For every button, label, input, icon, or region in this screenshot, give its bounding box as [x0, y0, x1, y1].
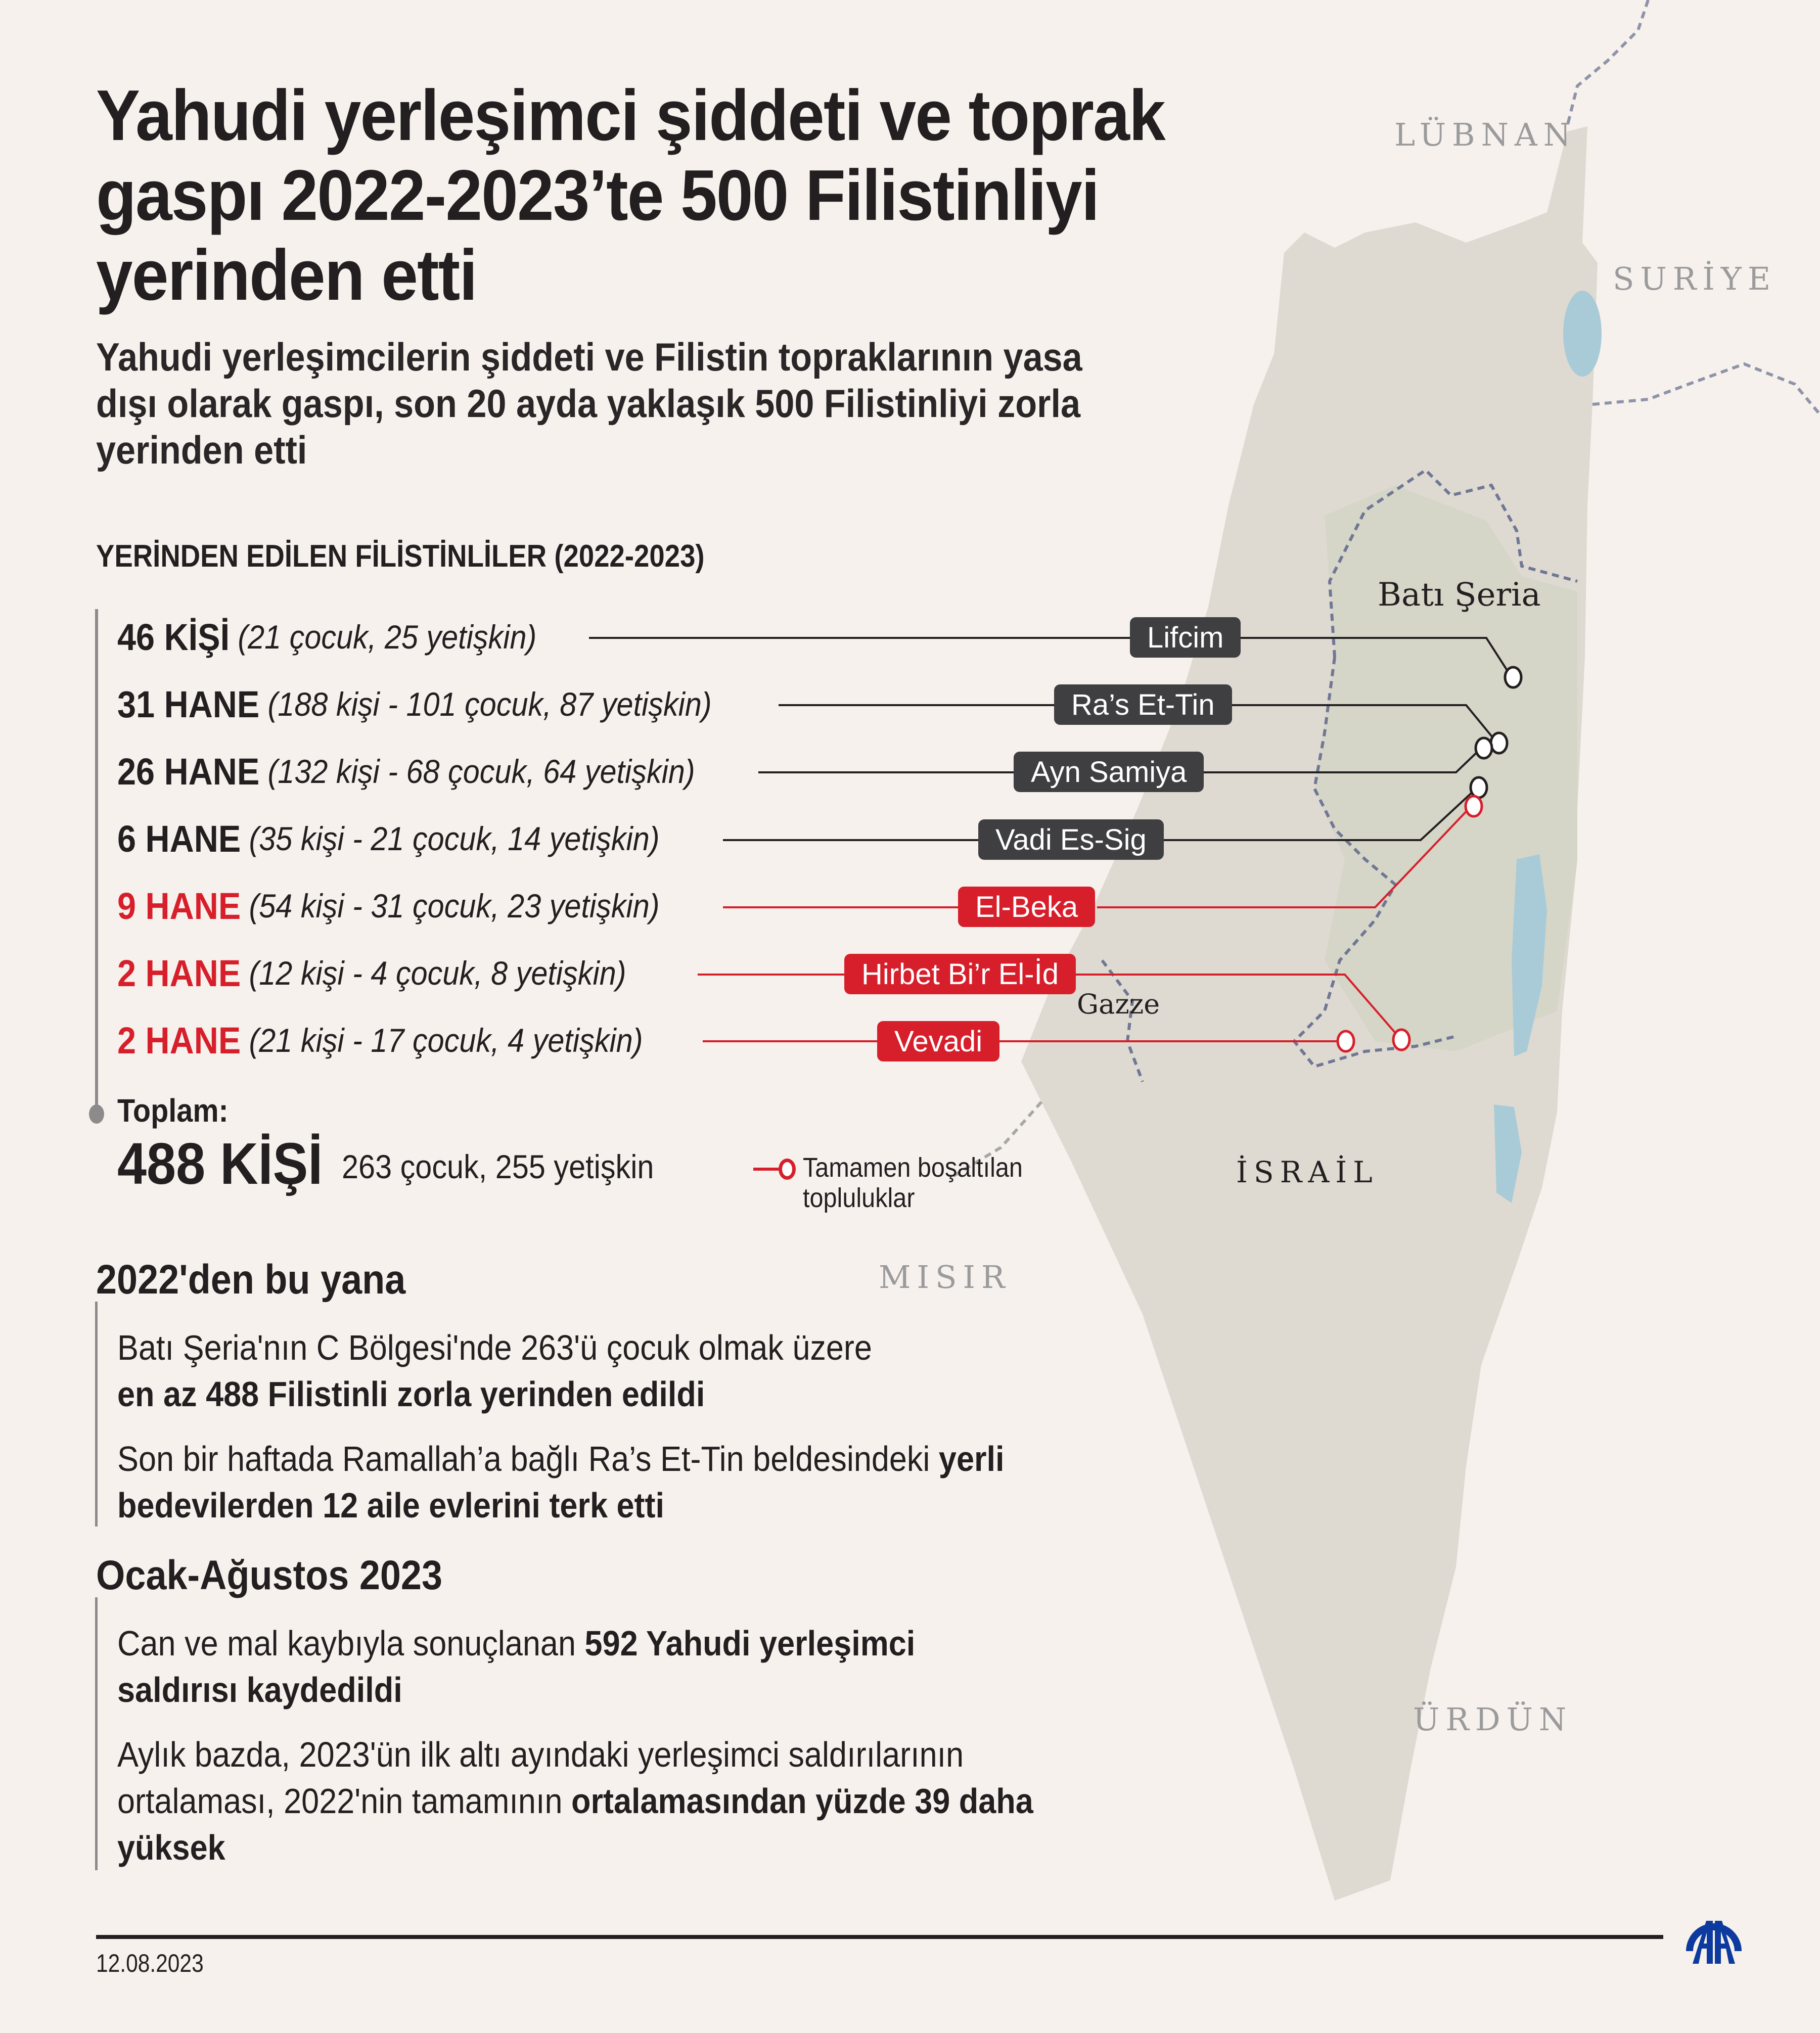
place-label-vadi-es-sig: Vadi Es-Sig	[978, 819, 1164, 860]
page-subtitle: Yahudi yerleşimcilerin şiddeti ve Filist…	[96, 335, 1082, 472]
row-count: 2 HANE	[117, 952, 241, 994]
region-label-israel: İSRAİL	[1236, 1155, 1379, 1189]
region-label-west-bank: Batı Şeria	[1378, 576, 1541, 614]
leader-ayn-samiya	[1198, 747, 1482, 773]
leader-hirbet	[1067, 974, 1401, 1040]
row-detail: (21 kişi - 17 çocuk, 4 yetişkin)	[249, 1022, 643, 1059]
place-label-lifcim: Lifcim	[1130, 617, 1241, 658]
displaced-row: 31 HANE (188 kişi - 101 çocuk, 87 yetişk…	[117, 681, 712, 727]
region-label-gaza: Gazze	[1077, 988, 1160, 1020]
row-count: 6 HANE	[117, 817, 241, 860]
text-normal: Can ve mal kaybıyla sonuçlanan	[117, 1624, 585, 1663]
marker-ayn-samiya	[1474, 736, 1493, 760]
border-west-bank	[1328, 468, 1578, 658]
displaced-row: 2 HANE (12 kişi - 4 çocuk, 8 yetişkin)	[117, 950, 626, 996]
paragraph-2023-2: Aylık bazda, 2023'ün ilk altı ayındaki y…	[117, 1731, 1096, 1871]
legend-line	[753, 1168, 779, 1171]
country-label-jordan: ÜRDÜN	[1413, 1701, 1573, 1738]
sea-of-galilee	[1563, 291, 1602, 377]
row-detail: (54 kişi - 31 çocuk, 23 yetişkin)	[249, 887, 660, 925]
text-bold: 592 Yahudi yerleşimci saldırısı kaydedil…	[117, 1624, 916, 1709]
row-detail: (12 kişi - 4 çocuk, 8 yetişkin)	[249, 954, 626, 992]
paragraph-since-2022-2: Son bir haftada Ramallah’a bağlı Ra’s Et…	[117, 1436, 1073, 1529]
legend: Tamamen boşaltılan topluluklar	[753, 1152, 1066, 1213]
leader-lifcim	[1223, 637, 1513, 678]
connector-line	[779, 704, 1062, 706]
text-normal: Aylık bazda, 2023'ün ilk altı ayındaki y…	[117, 1735, 964, 1821]
row-detail: (21 çocuk, 25 yetişkin)	[238, 618, 537, 656]
row-count: 31 HANE	[117, 683, 260, 725]
displaced-row: 26 HANE (132 kişi - 68 çocuk, 64 yetişki…	[117, 749, 695, 794]
text-bold: ortalamasından yüzde 39 daha yüksek	[117, 1781, 1033, 1867]
aa-logo-icon	[1686, 1921, 1742, 1964]
paragraph-since-2022-1: Batı Şeria'nın C Bölgesi'nde 263'ü çocuk…	[117, 1324, 1073, 1417]
border-lebanon	[1566, 0, 1650, 127]
marker-vevadi	[1336, 1030, 1355, 1053]
displaced-row: 46 KİŞİ (21 çocuk, 25 yetişkin)	[117, 614, 536, 660]
row-detail: (132 kişi - 68 çocuk, 64 yetişkin)	[267, 753, 695, 790]
connector-line	[723, 839, 986, 841]
timeline-line	[95, 609, 98, 1110]
dead-sea	[1512, 854, 1547, 1056]
text-bold: yerli bedevilerden 12 aile evlerini terk…	[117, 1439, 1005, 1525]
leader-el-beka	[1097, 805, 1472, 908]
connector-line	[758, 771, 1021, 773]
place-label-hirbet-bir-el-id: Hirbet Bi’r El-İd	[844, 954, 1076, 994]
paragraph-2023-1: Can ve mal kaybıyla sonuçlanan 592 Yahud…	[117, 1620, 1005, 1713]
marker-lifcim	[1504, 666, 1523, 689]
text-bold: en az 488 Filistinli zorla yerinden edil…	[117, 1374, 705, 1414]
place-label-ayn-samiya: Ayn Samiya	[1014, 752, 1204, 792]
displaced-row: 9 HANE (54 kişi - 31 çocuk, 23 yetişkin)	[117, 883, 660, 929]
connector-line	[589, 637, 1130, 639]
leader-ras-et-tin	[1223, 704, 1497, 743]
total-value: 488 KİŞİ	[117, 1131, 323, 1196]
border-gaza	[1101, 959, 1144, 1083]
country-label-lebanon: LÜBNAN	[1394, 116, 1577, 153]
heading-jan-aug-2023: Ocak-Ağustos 2023	[96, 1552, 442, 1598]
leader-vadi-es-sig	[1163, 788, 1477, 841]
border-west-bank-west	[1292, 657, 1457, 1069]
text-normal: Son bir haftada Ramallah’a bağlı Ra’s Et…	[117, 1439, 939, 1478]
footer-divider	[96, 1935, 1663, 1939]
row-detail: (188 kişi - 101 çocuk, 87 yetişkin)	[267, 685, 712, 723]
heading-since-2022: 2022'den bu yana	[96, 1257, 406, 1303]
connector-line	[698, 974, 849, 976]
legend-evacuated-marker-icon	[779, 1159, 796, 1180]
section-label-displaced: YERİNDEN EDİLEN FİLİSTİNLİLER (2022-2023…	[96, 539, 705, 574]
legend-text: Tamamen boşaltılan topluluklar	[803, 1152, 1023, 1213]
marker-vadi-es-sig	[1469, 776, 1488, 799]
map-west-bank-area	[1314, 485, 1577, 1051]
border-egypt	[949, 1101, 1043, 1179]
country-label-egypt: MISIR	[879, 1259, 1011, 1296]
total-detail: 263 çocuk, 255 yetişkin	[342, 1148, 654, 1185]
row-detail: (35 kişi - 21 çocuk, 14 yetişkin)	[249, 820, 660, 857]
block-bar	[95, 1302, 98, 1527]
border-syria	[1592, 362, 1820, 415]
marker-hirbet	[1392, 1028, 1411, 1051]
text-normal: Batı Şeria'nın C Bölgesi'nde 263'ü çocuk…	[117, 1328, 872, 1367]
page-title: Yahudi yerleşimci şiddeti ve toprak gasp…	[96, 75, 1166, 315]
footer-date: 12.08.2023	[96, 1949, 204, 1977]
timeline-end-dot	[89, 1104, 104, 1124]
marker-el-beka	[1464, 795, 1483, 818]
place-label-el-beka: El-Beka	[958, 887, 1096, 927]
total-label: Toplam:	[117, 1092, 229, 1129]
displaced-row: 2 HANE (21 kişi - 17 çocuk, 4 yetişkin)	[117, 1018, 643, 1063]
connector-line	[723, 906, 961, 908]
row-count: 26 HANE	[117, 750, 260, 793]
dead-sea-south	[1494, 1104, 1522, 1203]
block-bar	[95, 1597, 98, 1870]
row-count: 2 HANE	[117, 1019, 241, 1061]
displaced-row: 6 HANE (35 kişi - 21 çocuk, 14 yetişkin)	[117, 816, 660, 861]
row-count: 9 HANE	[117, 885, 241, 927]
place-label-ras-et-tin: Ra’s Et-Tin	[1054, 684, 1232, 725]
place-label-vevadi: Vevadi	[877, 1021, 1000, 1061]
marker-ras-et-tin	[1489, 731, 1509, 755]
country-label-syria: SURİYE	[1613, 260, 1777, 297]
row-count: 46 KİŞİ	[117, 616, 230, 658]
